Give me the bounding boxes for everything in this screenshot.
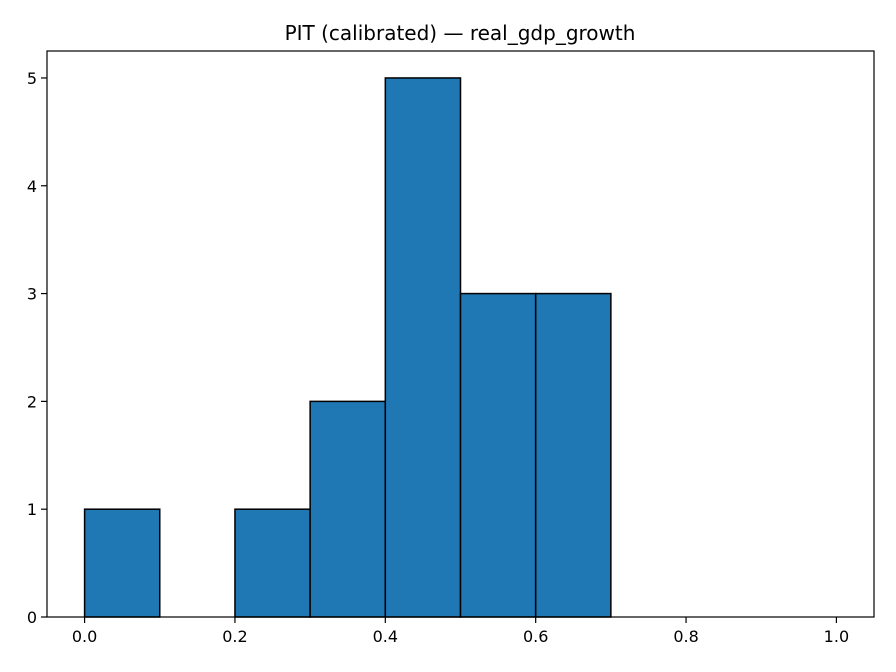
histogram-bar <box>83 508 161 618</box>
histogram-bar <box>534 292 612 618</box>
y-tick-label: 4 <box>27 177 37 196</box>
histogram-bar <box>234 508 311 618</box>
x-tick-label: 0.0 <box>72 627 97 646</box>
y-tick-label: 1 <box>27 500 37 519</box>
y-tick-label: 5 <box>27 69 37 88</box>
x-tick-label: 1.0 <box>824 627 849 646</box>
y-tick-label: 3 <box>27 285 37 304</box>
y-axis: 0 1 2 3 4 5 <box>27 69 47 627</box>
bars-group <box>83 77 612 618</box>
y-tick-label: 0 <box>27 608 37 627</box>
x-tick-label: 0.2 <box>222 627 247 646</box>
histogram-bar <box>309 400 387 618</box>
histogram-bar <box>384 77 462 618</box>
x-tick-label: 0.8 <box>673 627 698 646</box>
chart-title: PIT (calibrated) — real_gdp_growth <box>285 21 636 45</box>
y-tick-label: 2 <box>27 392 37 411</box>
histogram-bar <box>459 292 537 618</box>
x-tick-label: 0.4 <box>373 627 398 646</box>
plot-frame <box>46 50 875 618</box>
x-axis: 0.0 0.2 0.4 0.6 0.8 1.0 <box>72 617 849 646</box>
x-tick-label: 0.6 <box>523 627 548 646</box>
